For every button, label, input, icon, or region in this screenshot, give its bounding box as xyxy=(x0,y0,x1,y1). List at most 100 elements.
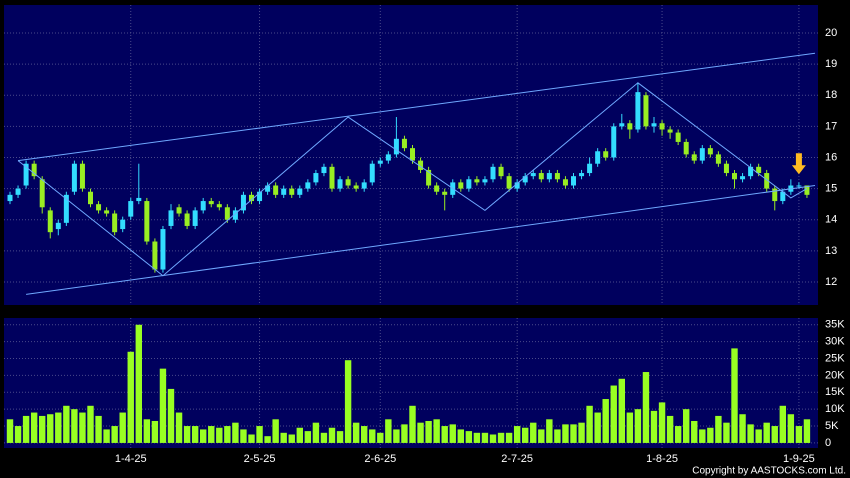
candle-body xyxy=(329,166,335,189)
volume-bar xyxy=(513,426,521,443)
candle-body xyxy=(538,173,544,180)
candle-body xyxy=(611,126,617,158)
volume-bar xyxy=(393,429,400,443)
candle-body xyxy=(96,204,102,211)
candle-body xyxy=(216,204,222,208)
candle-body xyxy=(748,166,754,177)
trend-line xyxy=(26,185,816,295)
volume-bar xyxy=(119,412,126,443)
volume-bar xyxy=(135,324,142,443)
volume-bar xyxy=(417,422,424,443)
volume-bar xyxy=(361,426,368,443)
candle-body xyxy=(707,148,713,155)
volume-bar xyxy=(127,351,134,443)
candle-body xyxy=(120,219,126,230)
y-tick-label: 13 xyxy=(825,245,837,257)
x-tick-label: 2-6-25 xyxy=(364,453,396,465)
candle-body xyxy=(732,173,737,180)
candle-body xyxy=(393,138,399,155)
candle-body xyxy=(152,241,158,270)
volume-bar xyxy=(626,412,634,443)
volume-bar xyxy=(425,420,432,443)
volume-bar xyxy=(6,419,14,443)
volume-bar xyxy=(578,422,585,443)
volume-bar xyxy=(409,405,416,443)
candle-body xyxy=(780,191,786,202)
candle-body xyxy=(385,154,391,161)
candle-body xyxy=(232,210,238,220)
volume-bar xyxy=(465,431,473,443)
y-tick-label: 15 xyxy=(825,183,837,195)
volume-bar xyxy=(586,405,593,443)
volume-bar xyxy=(618,378,625,443)
candle-body xyxy=(31,163,37,177)
candle-body xyxy=(136,197,142,202)
candle-body xyxy=(104,210,110,214)
candle-body xyxy=(764,173,770,189)
volume-bar xyxy=(666,415,674,443)
candle-body xyxy=(571,176,576,186)
trend-line xyxy=(17,82,808,277)
volume-bar xyxy=(167,388,175,443)
volume-bar xyxy=(538,429,545,443)
volume-bar xyxy=(55,412,62,443)
volume-bar xyxy=(755,429,762,443)
volume-bar xyxy=(312,422,320,443)
candle-body xyxy=(715,154,721,164)
candle-body xyxy=(401,138,407,149)
candle-body xyxy=(723,163,729,174)
volume-bar xyxy=(352,422,360,443)
volume-bar xyxy=(336,431,344,443)
candle-body xyxy=(466,179,472,189)
candle-body xyxy=(756,166,762,174)
volume-bar xyxy=(771,426,778,443)
candle-body xyxy=(297,188,303,195)
candle-body xyxy=(651,123,657,127)
candle-body xyxy=(345,179,351,186)
x-tick-label: 2-5-25 xyxy=(244,453,276,465)
candle-body xyxy=(699,148,705,161)
candle-body xyxy=(224,207,230,220)
volume-bar xyxy=(505,432,513,443)
candle-body xyxy=(128,201,134,217)
candle-body xyxy=(530,173,536,177)
volume-bar xyxy=(22,415,30,443)
volume-bar xyxy=(723,422,730,443)
candle-body xyxy=(289,188,295,195)
candle-body xyxy=(337,179,343,189)
volume-bar xyxy=(674,426,682,443)
candle-body xyxy=(257,191,263,202)
candle-body xyxy=(208,201,214,205)
candle-body xyxy=(603,151,609,158)
candle-body xyxy=(498,166,504,177)
candle-body xyxy=(418,160,424,170)
candle-body xyxy=(506,176,512,189)
candle-body xyxy=(643,95,649,127)
candle-body xyxy=(562,179,568,186)
volume-bar xyxy=(224,426,231,443)
x-tick-label: 1-8-25 xyxy=(646,453,678,465)
y-tick-label: 5K xyxy=(825,420,839,432)
candle-body xyxy=(184,213,190,226)
candle-body xyxy=(79,163,85,189)
volume-bar xyxy=(658,402,666,443)
volume-bar xyxy=(103,429,110,443)
candle-body xyxy=(772,188,778,202)
y-tick-label: 12 xyxy=(825,276,837,288)
volume-bar xyxy=(240,429,247,443)
volume-bar xyxy=(795,426,803,443)
candle-body xyxy=(112,213,118,233)
volume-bar xyxy=(369,429,376,443)
candle-body xyxy=(410,148,415,161)
candle-body xyxy=(595,151,601,164)
marks xyxy=(6,324,811,443)
y-tick-label: 10K xyxy=(825,403,845,415)
volume-bar xyxy=(63,405,70,443)
volume-bar xyxy=(481,432,489,443)
candle-body xyxy=(667,129,673,133)
volume-bar xyxy=(522,427,529,443)
volume-bar xyxy=(610,385,617,443)
volume-bar xyxy=(650,410,658,443)
candle-body xyxy=(796,185,802,187)
volume-bar xyxy=(208,426,215,443)
